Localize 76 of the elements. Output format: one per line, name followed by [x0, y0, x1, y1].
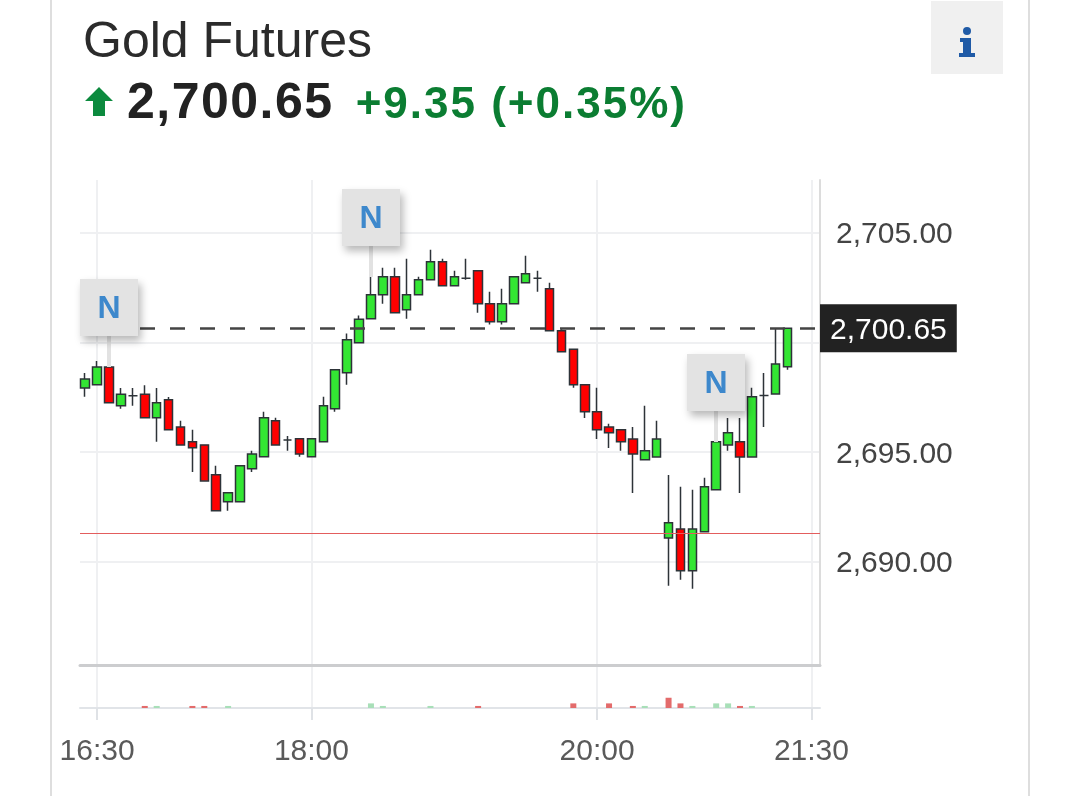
x-tick-label: 20:00	[559, 732, 635, 766]
candlestick	[770, 327, 781, 395]
annotation: N	[341, 188, 400, 246]
candlestick	[782, 327, 793, 371]
candlestick	[294, 437, 305, 458]
candlestick	[627, 426, 639, 494]
text: +9.35 (+0.35%)	[355, 78, 687, 128]
candlestick	[258, 411, 270, 458]
candlestick	[472, 269, 484, 314]
candlestick	[115, 387, 127, 410]
candlestick	[199, 444, 210, 482]
candlestick	[722, 417, 734, 452]
candlestick	[401, 258, 412, 320]
annotation: N	[80, 278, 139, 336]
candlestick	[687, 489, 698, 590]
candlestick	[651, 419, 662, 458]
candlestick	[79, 372, 91, 398]
candlestick	[413, 276, 424, 296]
candlestick	[175, 419, 186, 446]
candlestick	[389, 267, 401, 314]
candlestick	[675, 486, 686, 581]
candlestick	[734, 417, 746, 494]
candlestick	[603, 423, 615, 449]
candlestick	[306, 437, 317, 458]
candlestick	[163, 396, 174, 431]
candlestick	[710, 441, 722, 491]
candlestick	[234, 464, 246, 503]
candlestick	[103, 366, 115, 404]
candlestick	[639, 405, 651, 461]
candlestick	[532, 269, 543, 293]
flag: N	[80, 278, 139, 367]
candlestick	[437, 258, 448, 287]
candlestick	[460, 258, 472, 281]
candlestick	[591, 387, 603, 440]
candlestick	[151, 387, 162, 443]
candlestick	[544, 281, 555, 332]
chart-subtitle: 2,700.65	[127, 73, 334, 129]
candlestick	[377, 267, 389, 305]
candlestick	[746, 387, 758, 458]
x-tick-label: 16:30	[59, 732, 135, 766]
y-tick-label: 2,695.00	[836, 435, 953, 469]
candlestick	[425, 249, 436, 281]
flag: N	[687, 353, 746, 442]
candlestick	[615, 428, 627, 452]
candlestick	[556, 328, 567, 353]
candlestick	[579, 384, 591, 419]
candlestick	[222, 491, 234, 512]
flag: N	[341, 188, 400, 277]
candlestick	[246, 450, 258, 473]
candlestick	[187, 428, 198, 473]
candlestick	[270, 416, 281, 446]
candlestick	[91, 360, 103, 386]
candlestick	[210, 464, 222, 512]
candlestick	[496, 287, 508, 326]
chart-title: Gold Futures	[83, 12, 373, 68]
annotation: N	[687, 353, 746, 411]
candlestick	[318, 396, 329, 443]
x-tick-label: 18:00	[273, 732, 349, 766]
ref-line-label: 2,700.65	[830, 311, 947, 345]
candlestick	[449, 269, 460, 287]
x-tick-label: 21:30	[773, 732, 849, 766]
y-tick-label: 2,705.00	[836, 216, 953, 250]
candlestick	[282, 435, 293, 452]
candlestick	[508, 276, 520, 305]
candlestick	[699, 477, 710, 533]
candlestick	[520, 254, 531, 284]
candlestick	[341, 332, 353, 386]
candlestick	[127, 387, 139, 407]
candlestick	[329, 369, 341, 413]
candlestick	[758, 372, 770, 428]
candlestick	[663, 474, 674, 587]
candlestick	[365, 276, 377, 320]
candlestick	[568, 348, 579, 389]
candlestick	[484, 290, 496, 326]
candlestick	[139, 384, 151, 419]
y-tick-label: 2,690.00	[836, 545, 953, 579]
